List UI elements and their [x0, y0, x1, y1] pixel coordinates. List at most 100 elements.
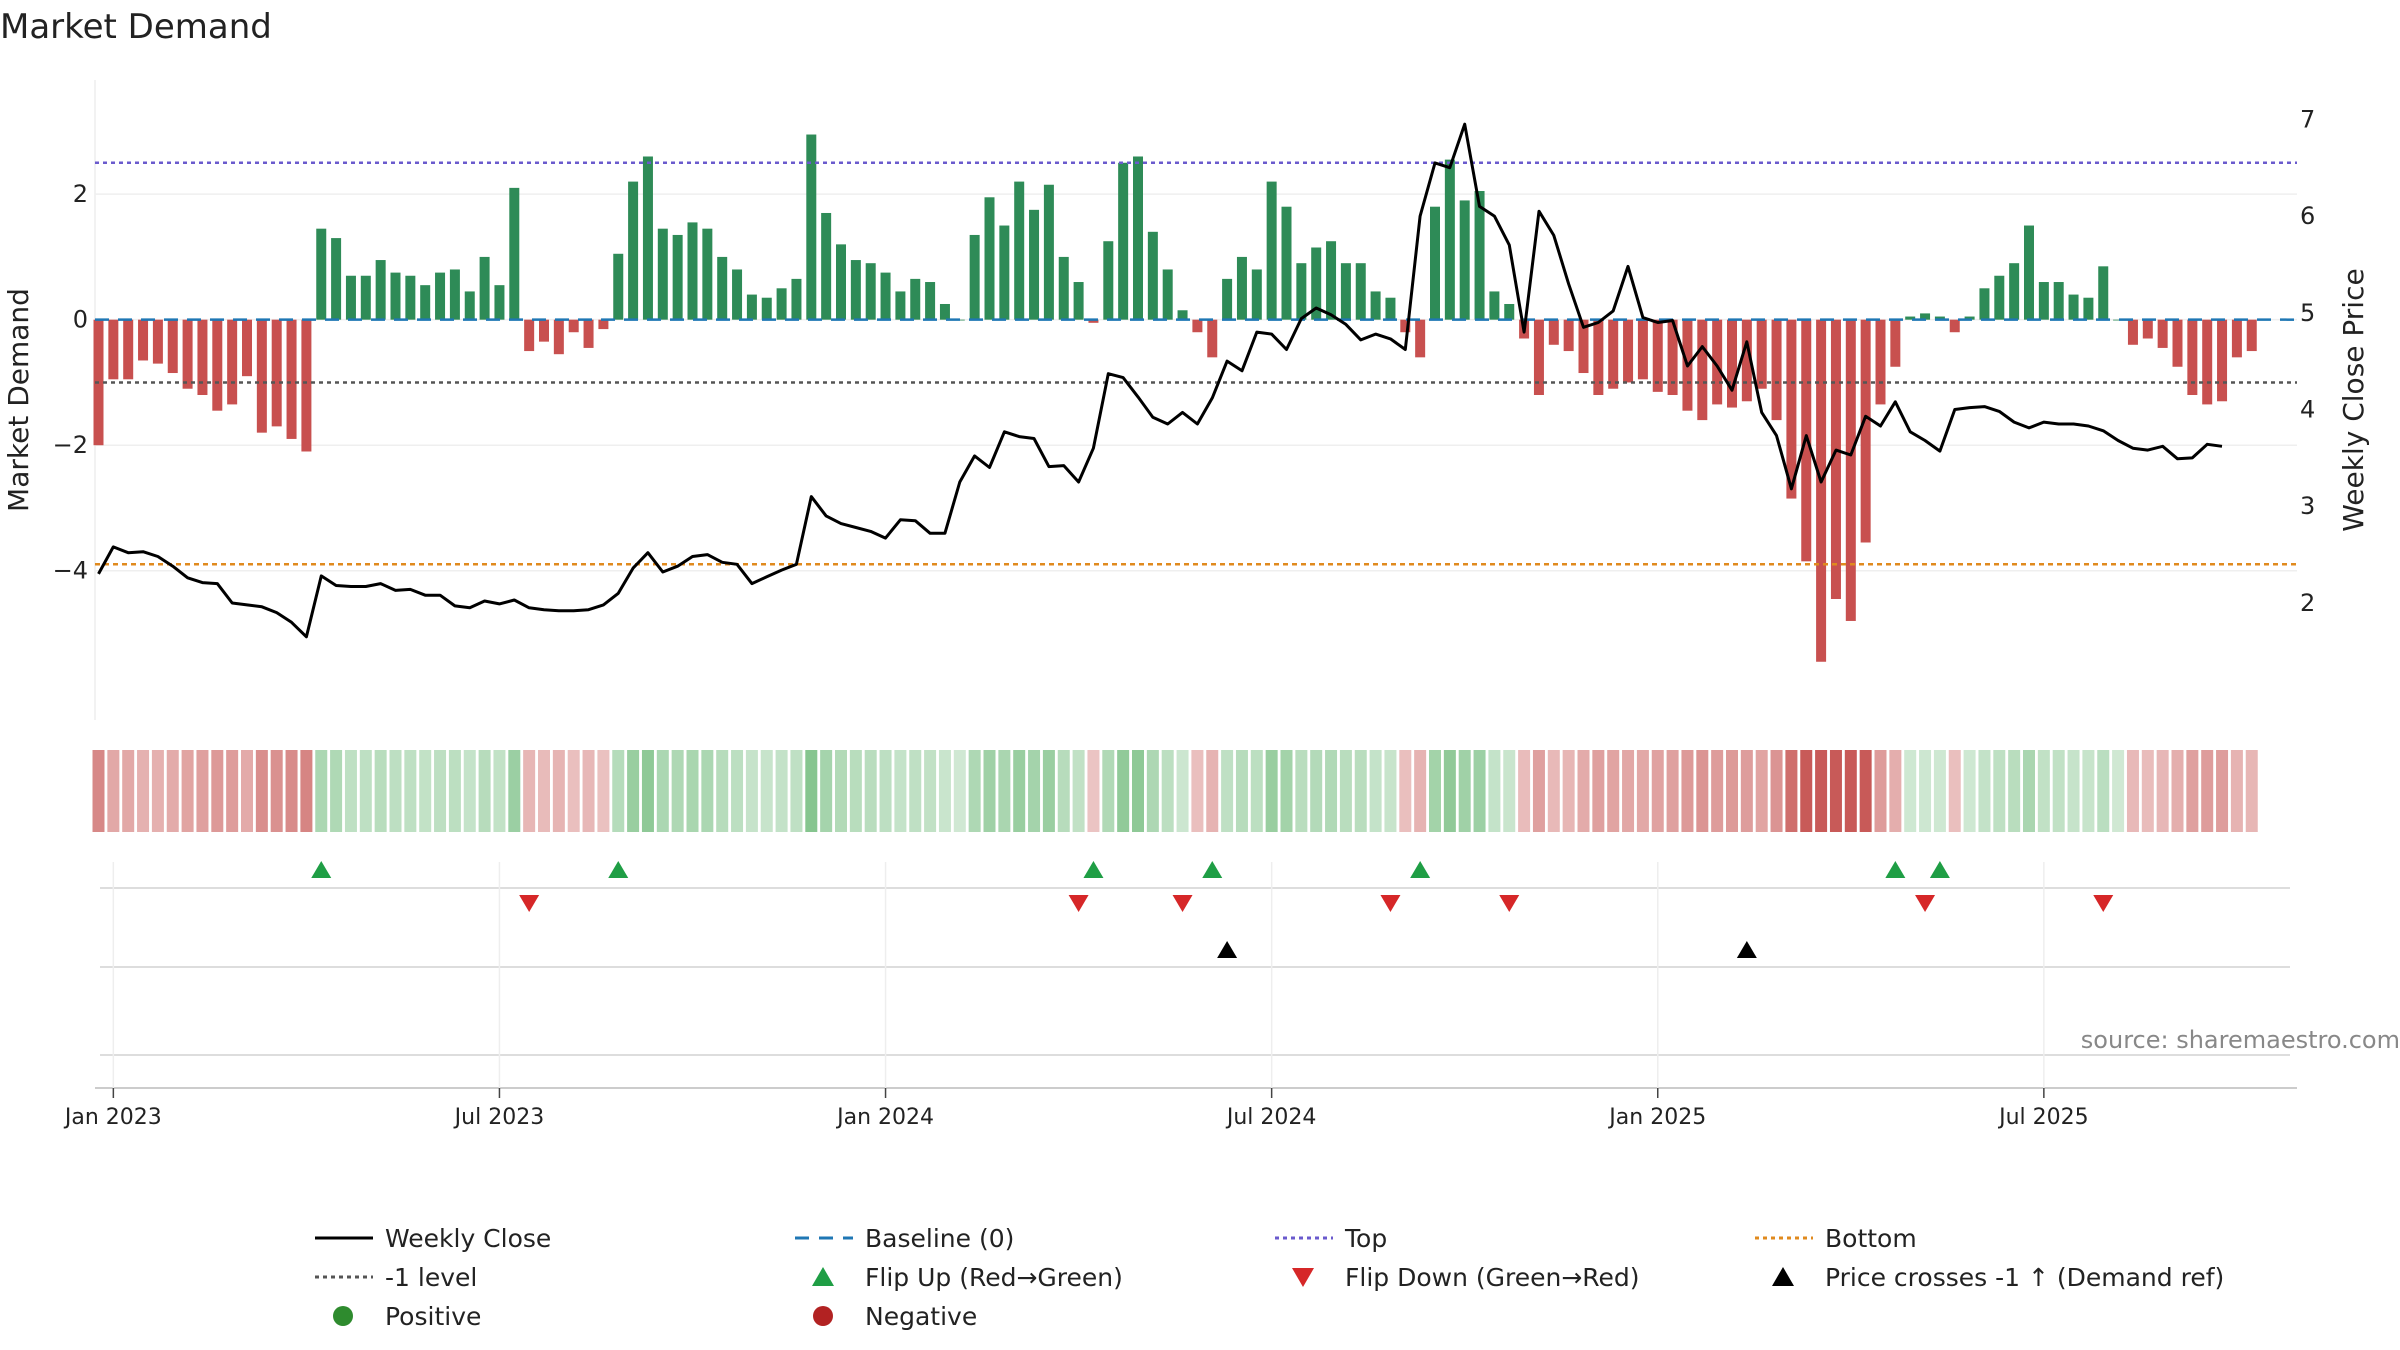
demand-bar — [1786, 319, 1797, 499]
demand-bar — [583, 319, 594, 348]
demand-bar — [2009, 263, 2020, 320]
heat-cell — [656, 750, 669, 832]
demand-bar — [182, 319, 193, 389]
demand-bar — [1697, 319, 1708, 421]
heat-cell — [849, 750, 862, 832]
demand-bar — [568, 319, 579, 333]
demand-bar — [1355, 263, 1366, 320]
heat-cell — [241, 750, 253, 832]
heat-cell — [1711, 750, 1724, 832]
heat-cell — [1919, 750, 1932, 832]
heat-cell — [2186, 750, 2199, 832]
flip-up-marker — [1410, 861, 1431, 878]
heat-cell — [330, 750, 343, 832]
demand-bar — [1949, 319, 1960, 333]
heat-cell — [1042, 750, 1055, 832]
heat-cell — [835, 750, 847, 832]
demand-bar — [108, 319, 119, 380]
flip-up-marker — [1929, 861, 1950, 878]
gridlines — [94, 80, 2297, 720]
demand-bar — [895, 291, 906, 320]
demand-bar — [1296, 263, 1307, 320]
heat-cell — [255, 750, 268, 832]
heat-cell — [552, 750, 565, 832]
heat-cell — [1547, 750, 1560, 832]
heat-cell — [938, 750, 951, 832]
heat-cell — [731, 750, 744, 832]
demand-bar — [687, 222, 698, 320]
demand-bar — [1222, 278, 1233, 320]
heat-cell — [2112, 750, 2125, 832]
heat-cell — [1518, 750, 1531, 832]
demand-bar — [197, 319, 208, 395]
x-axis: Jan 2023 Jul 2023 Jan 2024 Jul 2024 Jan 2025… — [63, 862, 2297, 1130]
y-right-tick-label: 4 — [2300, 396, 2315, 424]
heat-cell — [716, 750, 729, 832]
demand-bar — [1236, 256, 1247, 320]
heat-cell — [1176, 750, 1189, 832]
demand-bar — [806, 134, 817, 320]
heat-cell — [1369, 750, 1382, 832]
demand-bar — [1430, 206, 1440, 320]
demand-bar — [1741, 319, 1752, 402]
demand-bar — [2142, 319, 2153, 339]
heat-cell — [1889, 750, 1902, 832]
heat-cell — [1399, 750, 1412, 832]
heat-cell — [745, 750, 758, 832]
legend-label: Flip Down (Green→Red) — [1345, 1263, 1640, 1292]
x-tick-label: Jul 2023 — [453, 1105, 545, 1130]
price-cross-marker — [1217, 941, 1238, 958]
legend-label: Bottom — [1825, 1224, 1917, 1253]
heat-cell — [2126, 750, 2139, 832]
demand-bar — [1459, 200, 1470, 320]
y-left-tick-label: 0 — [73, 306, 88, 334]
axis-ticks: 2 0 −2 −4 2 3 4 5 6 7 — [53, 105, 2316, 617]
flip-down-marker — [1915, 895, 1936, 912]
demand-bar — [286, 319, 297, 439]
heat-cell — [1235, 750, 1248, 832]
heat-cell — [315, 750, 328, 832]
heat-cell — [983, 750, 996, 832]
demand-bar — [1192, 319, 1203, 333]
legend-swatch — [1772, 1267, 1794, 1286]
heat-cell — [567, 750, 580, 832]
heat-cell — [1161, 750, 1174, 832]
heat-cell — [1132, 750, 1144, 832]
legend-swatch — [813, 1306, 833, 1326]
x-tick-label: Jan 2024 — [835, 1105, 934, 1130]
heat-cell — [389, 750, 402, 832]
demand-bar — [2024, 225, 2034, 320]
demand-bar — [2098, 266, 2109, 320]
demand-bar — [1118, 162, 1129, 320]
heat-cell — [1443, 750, 1456, 832]
heat-cell — [1785, 750, 1798, 832]
demand-bar — [672, 234, 683, 320]
heat-cell — [1874, 750, 1887, 832]
heat-cell — [1221, 750, 1234, 832]
heat-cell — [2097, 750, 2110, 832]
legend-label: Baseline (0) — [865, 1224, 1014, 1253]
demand-bar — [1103, 241, 1114, 320]
heat-cell — [1013, 750, 1026, 832]
demand-bar — [242, 319, 252, 377]
flip-up-marker — [311, 861, 332, 878]
heat-cell — [1532, 750, 1545, 832]
demand-bar — [1934, 316, 1945, 320]
heat-cell — [523, 750, 536, 832]
heat-cell — [879, 750, 892, 832]
heat-cell — [92, 750, 105, 832]
demand-bar — [138, 319, 149, 361]
heat-cell — [1681, 750, 1694, 832]
heat-cell — [1087, 750, 1100, 832]
heat-cell — [1028, 750, 1041, 832]
heat-cell — [1844, 750, 1857, 832]
x-tick-label: Jul 2024 — [1225, 1105, 1317, 1130]
demand-bar — [464, 291, 475, 320]
demand-bar — [420, 285, 431, 320]
demand-bar — [1029, 209, 1040, 320]
weekly-close-series — [97, 122, 2223, 639]
flip-down-marker — [1068, 895, 1089, 912]
heat-cell — [1295, 750, 1308, 832]
heat-cell — [1102, 750, 1115, 832]
